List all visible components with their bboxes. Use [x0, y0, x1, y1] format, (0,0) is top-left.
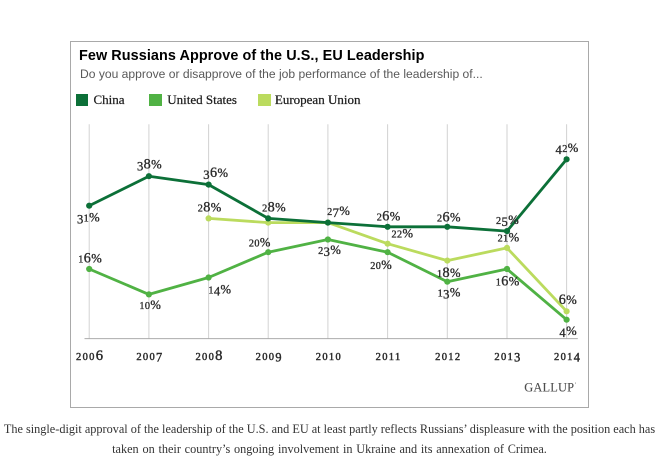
svg-text:16%: 16% [496, 274, 520, 290]
svg-text:36%: 36% [203, 165, 228, 182]
svg-text:2007: 2007 [136, 351, 163, 365]
svg-text:GALLUP: GALLUP [524, 381, 574, 395]
svg-text:26%: 26% [437, 209, 461, 225]
svg-text:28%: 28% [198, 199, 222, 215]
svg-text:22%: 22% [392, 227, 414, 241]
svg-text:18%: 18% [437, 265, 461, 281]
svg-text:2010: 2010 [316, 352, 342, 363]
svg-text:38%: 38% [137, 157, 162, 174]
svg-text:23%: 23% [318, 243, 341, 259]
svg-text:13%: 13% [438, 286, 461, 302]
svg-text:2011: 2011 [376, 352, 402, 363]
svg-text:2013: 2013 [494, 351, 521, 365]
svg-text:20%: 20% [249, 236, 271, 250]
svg-text:2008: 2008 [195, 348, 223, 364]
svg-text:42%: 42% [556, 141, 579, 157]
svg-text:10%: 10% [139, 298, 161, 312]
svg-text:27%: 27% [327, 204, 350, 220]
svg-text:2014: 2014 [554, 351, 581, 365]
svg-text:2006: 2006 [76, 348, 104, 364]
svg-text:20%: 20% [370, 258, 392, 272]
svg-text:21%: 21% [498, 231, 520, 245]
svg-text:28%: 28% [262, 200, 286, 216]
svg-text:6%: 6% [559, 292, 578, 308]
svg-text:31%: 31% [77, 211, 100, 227]
svg-text:16%: 16% [78, 250, 102, 266]
svg-text:25%: 25% [496, 213, 519, 229]
svg-text:2012: 2012 [435, 352, 461, 363]
svg-text:26%: 26% [377, 209, 401, 225]
svg-text:14%: 14% [208, 282, 231, 298]
svg-text:’: ’ [575, 383, 577, 389]
svg-text:4%: 4% [559, 324, 577, 340]
svg-text:2009: 2009 [256, 351, 283, 365]
